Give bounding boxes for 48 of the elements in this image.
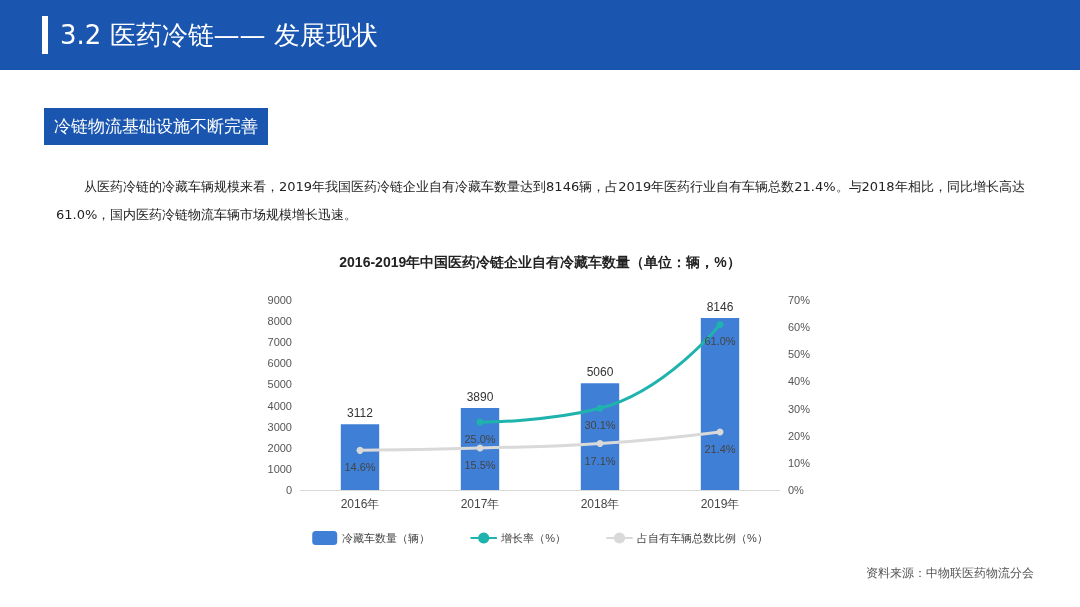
y-tick-label: 5000 [267,378,292,391]
y2-tick-label: 30% [788,402,811,415]
point [356,446,364,454]
y-tick-label: 0 [285,484,292,496]
x-tick-label: 2017年 [460,497,500,511]
bar [700,318,740,490]
point [716,320,724,328]
y-tick-label: 3000 [267,420,292,433]
y2-tick-label: 20% [788,429,811,442]
text: 从医药冷链的冷藏车辆规模来看，2019年我国医药冷链企业自有冷藏车数量达到8146辆，占2019年医药行业自有车辆总数21.4%。与2018年相比，同比增长高达61.0%，国内医药冷链物流车辆市场规模增长迅速。 [56,178,1026,224]
y2-tick-label: 0% [788,484,805,496]
y2-tick-label: 10% [788,456,811,469]
y-tick-label: 9000 [267,294,292,306]
y-tick-label: 7000 [267,336,292,349]
y-tick-label: 4000 [267,399,292,412]
legend-label: 占自有车辆总数比例（%） [637,532,768,544]
text: 冷链物流基础设施不断完善 [44,108,268,145]
data-label: 14.6% [344,461,376,474]
data-label: 15.5% [464,458,496,471]
text: 3.2 医药冷链—— 发展现状 [60,19,378,52]
y-tick-label: 1000 [267,462,292,475]
bar [580,383,620,490]
data-label: 21.4% [704,442,736,455]
data-label: 30.1% [584,419,616,432]
data-label: 5060 [586,365,614,380]
data-label: 3890 [466,389,494,404]
text: 资料来源：中物联医药物流分会 [866,565,1034,582]
data-label: 8146 [706,300,734,315]
data-label: 17.1% [584,454,616,467]
y2-tick-label: 50% [788,348,811,361]
x-tick-label: 2018年 [580,497,620,511]
point [596,440,604,448]
bar [340,424,380,490]
legend-label: 增长率（%） [500,532,566,544]
data-label: 61.0% [704,335,736,348]
y-tick-label: 2000 [267,441,292,454]
data-label: 3112 [347,406,374,421]
x-tick-label: 2019年 [700,497,740,511]
x-tick-label: 2016年 [340,497,380,511]
data-label: 25.0% [464,433,496,446]
y2-tick-label: 40% [788,375,811,388]
y-tick-label: 6000 [267,357,292,370]
chart-title: 2016-2019年中国医药冷链企业自有冷藏车数量（单位：辆，%） [339,254,741,270]
y2-tick-label: 70% [788,294,811,306]
point [596,404,604,412]
y2-tick-label: 60% [788,321,811,334]
legend-label: 冷藏车数量（辆） [342,532,431,544]
y-tick-label: 8000 [267,315,292,328]
